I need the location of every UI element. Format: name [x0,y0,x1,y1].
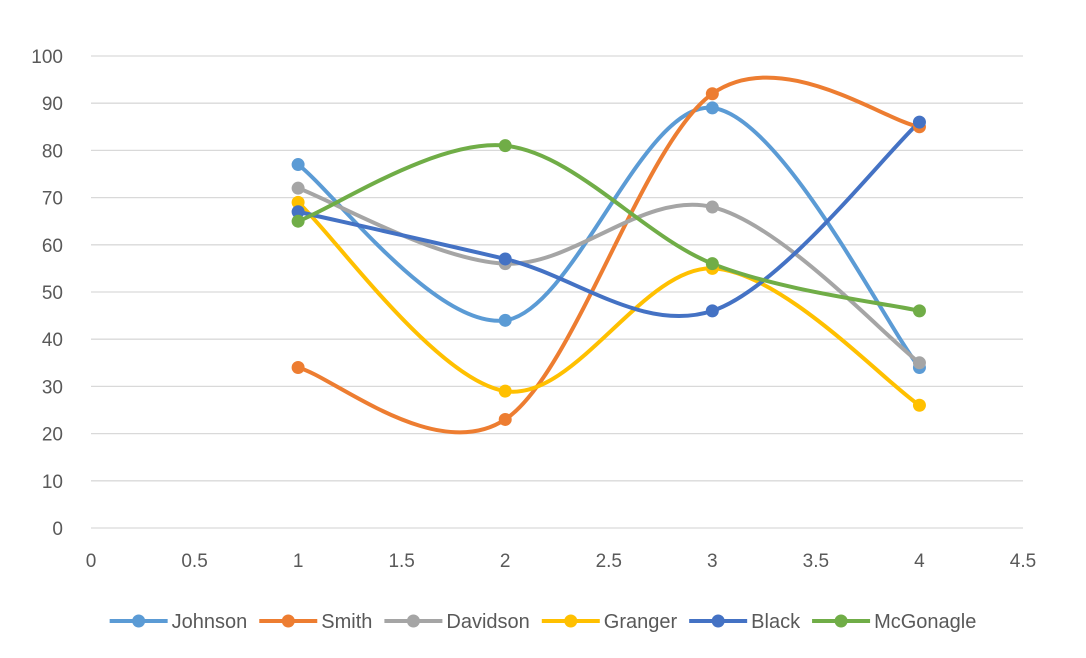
series-line-mcgonagle [296,143,922,313]
legend-item-smith: Smith [259,611,372,633]
y-tick-label: 40 [42,330,63,351]
x-tick-label: 3.5 [803,551,829,572]
x-tick-label: 0.5 [181,551,207,572]
data-point-johnson [705,101,719,115]
data-point-smith [498,412,512,426]
series-line-granger [296,200,922,408]
data-point-mcgonagle [912,304,926,318]
legend-item-black: Black [689,611,801,633]
gridlines [91,55,1023,529]
data-point-johnson [498,313,512,327]
x-tick-label: 1 [293,551,304,572]
data-point-smith [705,87,719,101]
legend-marker [564,614,578,628]
x-tick-label: 4.5 [1010,551,1036,572]
data-point-mcgonagle [291,214,305,228]
x-tick-label: 3 [707,551,718,572]
legend: Johnson Smith Davidson Granger Black McGonagl… [109,611,976,633]
legend-item-mcgonagle: McGonagle [812,611,976,633]
y-tick-label: 50 [42,283,63,304]
data-point-granger [912,398,926,412]
legend-marker [711,614,725,628]
series-line-johnson [296,105,922,370]
legend-label: Granger [604,611,678,633]
y-tick-label: 10 [42,472,63,493]
legend-marker [834,614,848,628]
x-tick-label: 1.5 [388,551,414,572]
data-point-johnson [291,158,305,172]
y-tick-label: 100 [31,47,63,68]
x-tick-label: 0 [86,551,97,572]
series-lines [296,75,922,435]
y-tick-label: 60 [42,236,63,257]
data-point-black [912,115,926,129]
x-tick-label: 2 [500,551,511,572]
x-axis-ticks: 0 0.5 1 1.5 2 2.5 3 3.5 4 4.5 [86,551,1037,572]
y-tick-label: 0 [52,519,63,540]
legend-item-davidson: Davidson [384,611,530,633]
legend-label: Smith [321,611,372,633]
y-tick-label: 70 [42,189,63,210]
legend-label: Davidson [446,611,529,633]
y-tick-label: 30 [42,377,63,398]
series-line-smith [296,75,922,435]
data-point-black [291,205,305,219]
series-line-black [296,120,922,318]
y-axis-ticks: 0 10 20 30 40 50 60 70 80 90 100 [31,47,63,540]
legend-marker [406,614,420,628]
data-point-mcgonagle [498,139,512,153]
data-point-black [498,252,512,266]
legend-item-johnson: Johnson [109,611,248,633]
legend-label: Black [751,611,801,633]
legend-label: Johnson [172,611,248,633]
data-point-granger [291,195,305,209]
y-tick-label: 80 [42,141,63,162]
data-point-davidson [705,200,719,214]
series-line-davidson [296,186,922,365]
legend-marker [132,614,146,628]
data-point-smith [291,361,305,375]
data-point-black [705,304,719,318]
y-tick-label: 90 [42,94,63,115]
legend-item-granger: Granger [541,611,678,633]
data-point-mcgonagle [705,257,719,271]
legend-marker [281,614,295,628]
data-point-davidson [912,356,926,370]
data-point-granger [498,384,512,398]
data-point-davidson [291,181,305,195]
y-tick-label: 20 [42,425,63,446]
x-tick-label: 4 [914,551,925,572]
x-tick-label: 2.5 [596,551,622,572]
series-points [291,87,926,426]
legend-label: McGonagle [874,611,976,633]
